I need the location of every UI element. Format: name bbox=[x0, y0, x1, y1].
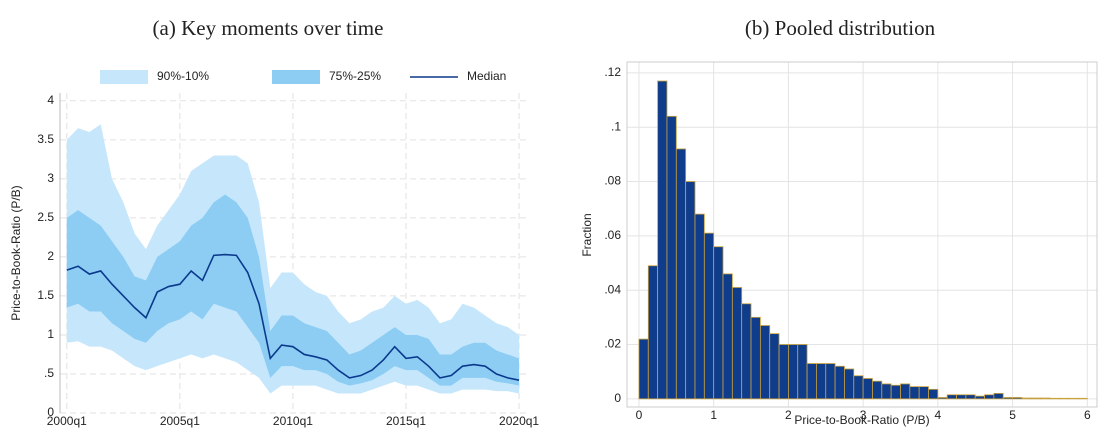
bar bbox=[787, 344, 799, 400]
bar bbox=[900, 383, 911, 400]
y-tick-label: 1 bbox=[47, 327, 54, 341]
bar bbox=[778, 344, 789, 400]
bar bbox=[647, 265, 659, 400]
bar bbox=[1058, 397, 1070, 400]
x-tick-label: 2010q1 bbox=[273, 414, 313, 428]
x-tick-label: 0 bbox=[636, 408, 643, 422]
x-tick-label: 6 bbox=[1084, 408, 1091, 422]
bar bbox=[928, 388, 939, 400]
y-tick-label: 2.5 bbox=[37, 210, 54, 224]
legend-label: 90%-10% bbox=[157, 69, 209, 83]
bar bbox=[853, 375, 864, 400]
bar bbox=[890, 384, 901, 400]
bar bbox=[769, 333, 780, 400]
bar bbox=[862, 378, 873, 400]
y-tick-label: 0 bbox=[47, 405, 54, 419]
y-tick-label: .1 bbox=[611, 119, 621, 133]
bar bbox=[638, 338, 649, 400]
y-tick-label: .08 bbox=[604, 174, 621, 188]
bar bbox=[1049, 397, 1060, 400]
bar bbox=[844, 368, 855, 400]
bar bbox=[666, 115, 677, 400]
band bbox=[66, 194, 520, 386]
bar bbox=[834, 365, 845, 400]
bar bbox=[993, 393, 1004, 400]
y-tick-label: .12 bbox=[604, 65, 621, 79]
bar bbox=[1077, 397, 1088, 400]
y-tick-label: 3 bbox=[47, 171, 54, 185]
plot-frame bbox=[626, 61, 1098, 408]
median-line bbox=[66, 253, 520, 382]
x-tick-label: 2020q1 bbox=[499, 414, 539, 428]
band bbox=[66, 124, 520, 394]
bar bbox=[750, 316, 761, 400]
bar bbox=[974, 395, 985, 400]
bar bbox=[657, 80, 668, 400]
y-tick-label: 2 bbox=[47, 249, 54, 263]
bar bbox=[731, 287, 743, 400]
bar bbox=[759, 325, 771, 400]
bar bbox=[984, 394, 995, 400]
y-tick-label: .06 bbox=[604, 228, 621, 242]
bar bbox=[1021, 397, 1032, 400]
y-axis-label: Price-to-Book-Ratio (P/B) bbox=[9, 185, 23, 320]
y-tick-label: 1.5 bbox=[37, 288, 54, 302]
x-tick-label: 2015q1 bbox=[386, 414, 426, 428]
bar bbox=[825, 363, 836, 400]
bar bbox=[881, 383, 892, 400]
legend-label: 75%-25% bbox=[329, 69, 381, 83]
bar bbox=[909, 386, 920, 400]
y-tick-label: .04 bbox=[604, 282, 621, 296]
legend-swatch bbox=[272, 70, 320, 84]
panel-title: (b) Pooled distribution bbox=[745, 16, 936, 40]
bar bbox=[956, 394, 967, 400]
y-axis-label: Fraction bbox=[580, 213, 594, 256]
x-axis-label: Price-to-Book-Ratio (P/B) bbox=[794, 413, 929, 427]
bar bbox=[741, 303, 752, 400]
bar bbox=[1068, 397, 1079, 400]
y-tick-label: 0 bbox=[614, 391, 621, 405]
bar bbox=[694, 213, 705, 400]
y-tick-label: .5 bbox=[44, 366, 54, 380]
bar bbox=[1002, 397, 1013, 400]
bar bbox=[1012, 397, 1023, 400]
bar bbox=[722, 273, 733, 400]
bar bbox=[685, 181, 696, 400]
x-tick-label: 2005q1 bbox=[160, 414, 200, 428]
x-tick-label: 5 bbox=[1009, 408, 1016, 422]
legend-label: Median bbox=[467, 69, 506, 83]
x-tick-label: 1 bbox=[710, 408, 717, 422]
legend-swatch bbox=[100, 70, 148, 84]
bar bbox=[1040, 397, 1051, 400]
bar bbox=[872, 380, 883, 400]
bar bbox=[1030, 397, 1041, 400]
x-tick-label: 4 bbox=[934, 408, 941, 422]
bar bbox=[946, 394, 957, 400]
y-tick-label: 4 bbox=[47, 93, 54, 107]
bar bbox=[703, 232, 715, 400]
bar bbox=[965, 394, 976, 400]
x-tick-label: 2 bbox=[785, 408, 792, 422]
panel-title: (a) Key moments over time bbox=[153, 16, 384, 40]
y-tick-label: .02 bbox=[604, 337, 621, 351]
y-tick-label: 3.5 bbox=[37, 132, 54, 146]
bar bbox=[797, 344, 808, 400]
bar bbox=[713, 246, 724, 400]
x-tick-label: 2000q1 bbox=[47, 414, 87, 428]
bar bbox=[675, 148, 687, 400]
x-tick-label: 3 bbox=[860, 408, 867, 422]
bar bbox=[918, 386, 929, 400]
bar bbox=[806, 363, 817, 400]
bar bbox=[816, 363, 827, 400]
bar bbox=[937, 397, 948, 400]
